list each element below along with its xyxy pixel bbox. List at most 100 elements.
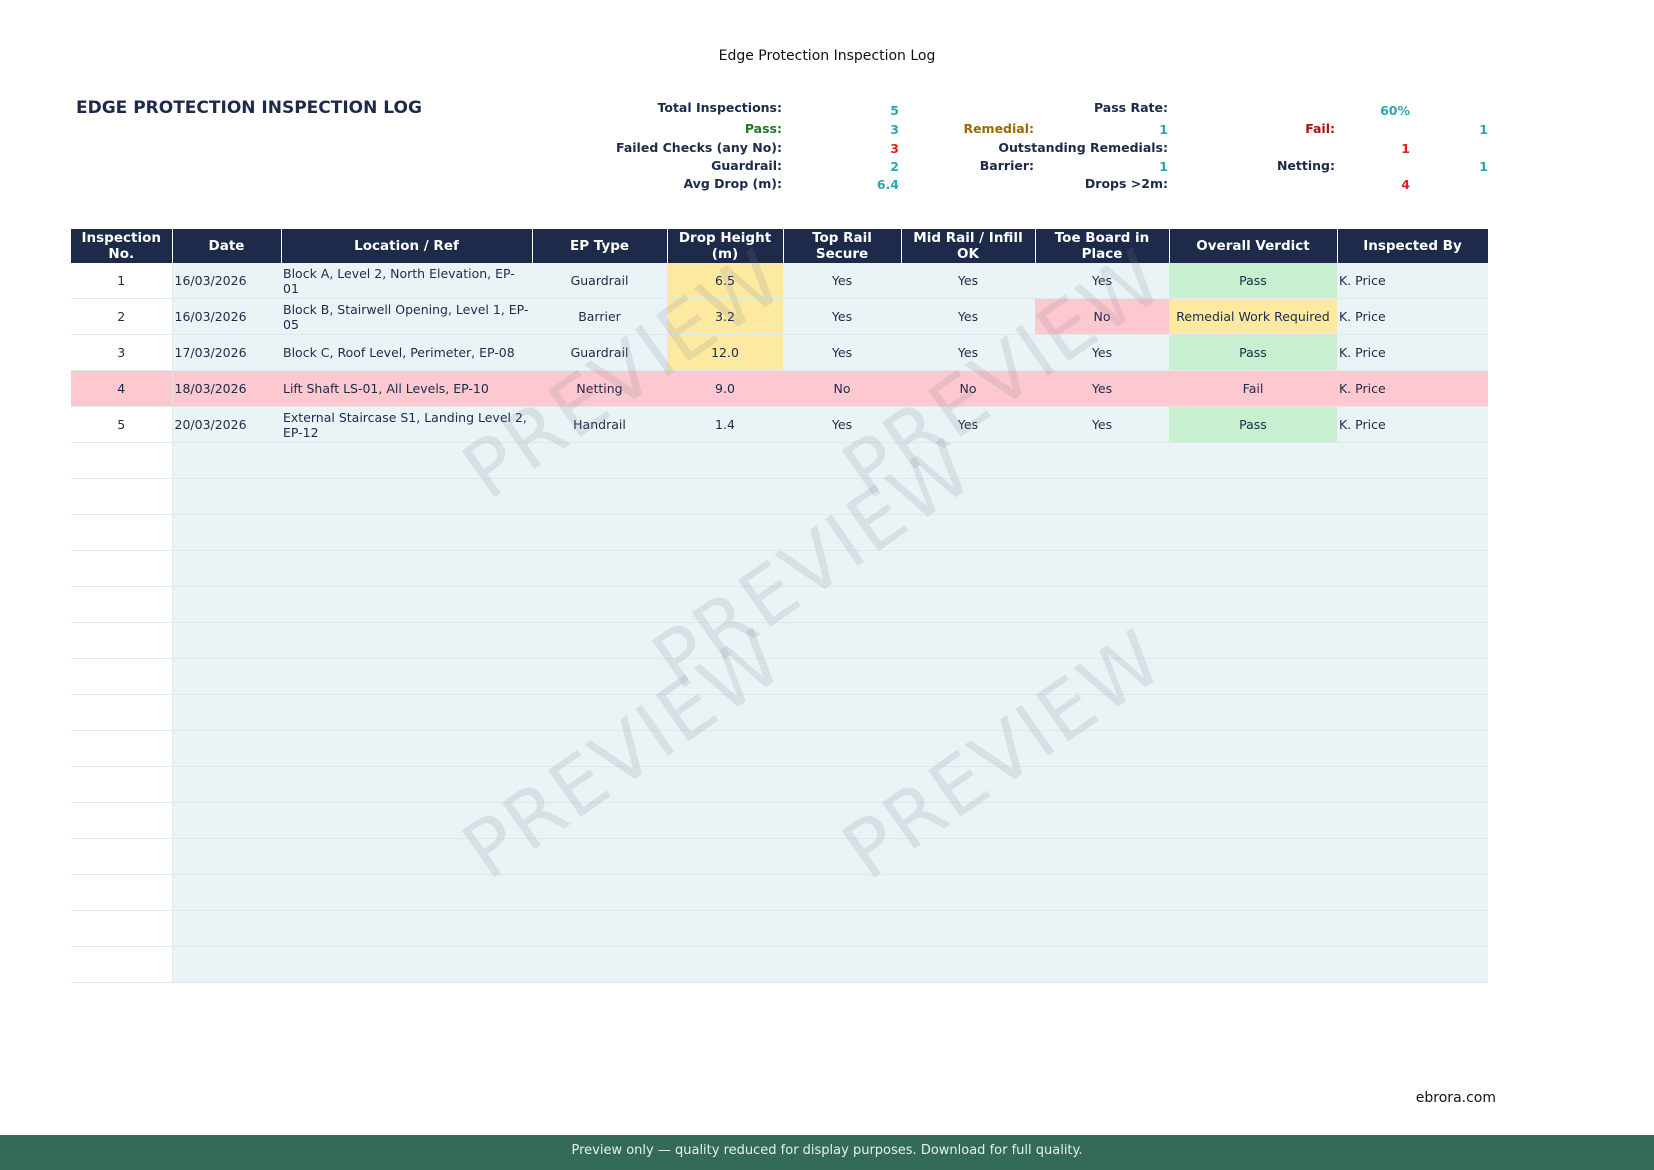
empty-cell[interactable] <box>71 730 173 767</box>
empty-cell[interactable] <box>281 478 532 515</box>
cell-inspection-no[interactable]: 4 <box>71 370 173 407</box>
empty-cell[interactable] <box>1337 442 1488 479</box>
cell-mid-rail[interactable]: Yes <box>901 334 1035 371</box>
empty-cell[interactable] <box>901 838 1035 875</box>
empty-cell[interactable] <box>71 802 173 839</box>
empty-row[interactable] <box>71 478 1488 515</box>
cell-date[interactable]: 16/03/2026 <box>172 298 281 335</box>
empty-cell[interactable] <box>1035 550 1169 587</box>
empty-cell[interactable] <box>783 586 901 623</box>
empty-cell[interactable] <box>783 622 901 659</box>
col-toe-board[interactable]: Toe Board in Place <box>1035 229 1170 263</box>
empty-cell[interactable] <box>783 730 901 767</box>
empty-cell[interactable] <box>1337 694 1488 731</box>
empty-cell[interactable] <box>71 910 173 947</box>
empty-cell[interactable] <box>532 442 667 479</box>
col-mid-rail[interactable]: Mid Rail / Infill OK <box>901 229 1036 263</box>
empty-cell[interactable] <box>281 550 532 587</box>
cell-toe-board[interactable]: Yes <box>1035 370 1169 407</box>
empty-row[interactable] <box>71 766 1488 803</box>
empty-cell[interactable] <box>71 550 173 587</box>
cell-mid-rail[interactable]: Yes <box>901 406 1035 443</box>
empty-row[interactable] <box>71 910 1488 947</box>
cell-ep-type[interactable]: Guardrail <box>532 334 667 371</box>
cell-toe-board[interactable]: Yes <box>1035 406 1169 443</box>
empty-cell[interactable] <box>783 874 901 911</box>
empty-cell[interactable] <box>667 694 783 731</box>
empty-cell[interactable] <box>901 658 1035 695</box>
empty-cell[interactable] <box>901 550 1035 587</box>
empty-cell[interactable] <box>1169 622 1337 659</box>
cell-inspection-no[interactable]: 5 <box>71 406 173 443</box>
empty-cell[interactable] <box>532 946 667 983</box>
empty-cell[interactable] <box>783 658 901 695</box>
empty-cell[interactable] <box>532 802 667 839</box>
empty-cell[interactable] <box>532 910 667 947</box>
cell-mid-rail[interactable]: No <box>901 370 1035 407</box>
empty-cell[interactable] <box>1337 622 1488 659</box>
empty-cell[interactable] <box>1337 586 1488 623</box>
empty-cell[interactable] <box>1035 766 1169 803</box>
empty-cell[interactable] <box>281 586 532 623</box>
empty-cell[interactable] <box>532 514 667 551</box>
empty-cell[interactable] <box>1169 442 1337 479</box>
cell-ep-type[interactable]: Handrail <box>532 406 667 443</box>
empty-cell[interactable] <box>667 802 783 839</box>
cell-toe-board[interactable]: Yes <box>1035 334 1169 371</box>
cell-date[interactable]: 17/03/2026 <box>172 334 281 371</box>
empty-cell[interactable] <box>667 442 783 479</box>
cell-date[interactable]: 16/03/2026 <box>172 263 281 299</box>
empty-cell[interactable] <box>281 910 532 947</box>
cell-mid-rail[interactable]: Yes <box>901 298 1035 335</box>
empty-cell[interactable] <box>532 622 667 659</box>
empty-cell[interactable] <box>1035 622 1169 659</box>
empty-cell[interactable] <box>1169 766 1337 803</box>
cell-verdict[interactable]: Pass <box>1169 263 1337 299</box>
empty-row[interactable] <box>71 802 1488 839</box>
empty-cell[interactable] <box>172 946 281 983</box>
empty-cell[interactable] <box>667 838 783 875</box>
cell-drop-height[interactable]: 1.4 <box>667 406 783 443</box>
cell-location[interactable]: Block B, Stairwell Opening, Level 1, EP-… <box>281 298 532 335</box>
empty-cell[interactable] <box>1035 586 1169 623</box>
empty-cell[interactable] <box>901 586 1035 623</box>
empty-cell[interactable] <box>667 874 783 911</box>
empty-cell[interactable] <box>532 586 667 623</box>
col-inspected-by[interactable]: Inspected By <box>1337 229 1489 263</box>
empty-cell[interactable] <box>1169 838 1337 875</box>
empty-cell[interactable] <box>1169 694 1337 731</box>
empty-cell[interactable] <box>783 478 901 515</box>
cell-verdict[interactable]: Remedial Work Required <box>1169 298 1337 335</box>
empty-cell[interactable] <box>172 910 281 947</box>
empty-cell[interactable] <box>901 730 1035 767</box>
empty-cell[interactable] <box>1035 514 1169 551</box>
empty-cell[interactable] <box>71 442 173 479</box>
empty-cell[interactable] <box>281 766 532 803</box>
cell-inspection-no[interactable]: 3 <box>71 334 173 371</box>
empty-cell[interactable] <box>783 910 901 947</box>
empty-cell[interactable] <box>532 694 667 731</box>
cell-drop-height[interactable]: 12.0 <box>667 334 783 371</box>
cell-inspection-no[interactable]: 2 <box>71 298 173 335</box>
empty-cell[interactable] <box>71 622 173 659</box>
empty-cell[interactable] <box>667 766 783 803</box>
empty-cell[interactable] <box>1337 946 1488 983</box>
table-row[interactable]: 3 17/03/2026 Block C, Roof Level, Perimete… <box>71 334 1488 371</box>
empty-cell[interactable] <box>172 730 281 767</box>
empty-row[interactable] <box>71 550 1488 587</box>
empty-cell[interactable] <box>281 838 532 875</box>
empty-cell[interactable] <box>1337 478 1488 515</box>
cell-location[interactable]: Block A, Level 2, North Elevation, EP-01 <box>281 263 532 299</box>
empty-cell[interactable] <box>1337 874 1488 911</box>
empty-cell[interactable] <box>1035 694 1169 731</box>
empty-row[interactable] <box>71 586 1488 623</box>
empty-cell[interactable] <box>71 586 173 623</box>
empty-cell[interactable] <box>783 766 901 803</box>
empty-cell[interactable] <box>1035 658 1169 695</box>
empty-cell[interactable] <box>281 802 532 839</box>
cell-verdict[interactable]: Pass <box>1169 406 1337 443</box>
empty-cell[interactable] <box>901 766 1035 803</box>
cell-inspected-by[interactable]: K. Price <box>1337 298 1488 335</box>
empty-cell[interactable] <box>71 694 173 731</box>
empty-cell[interactable] <box>1169 910 1337 947</box>
